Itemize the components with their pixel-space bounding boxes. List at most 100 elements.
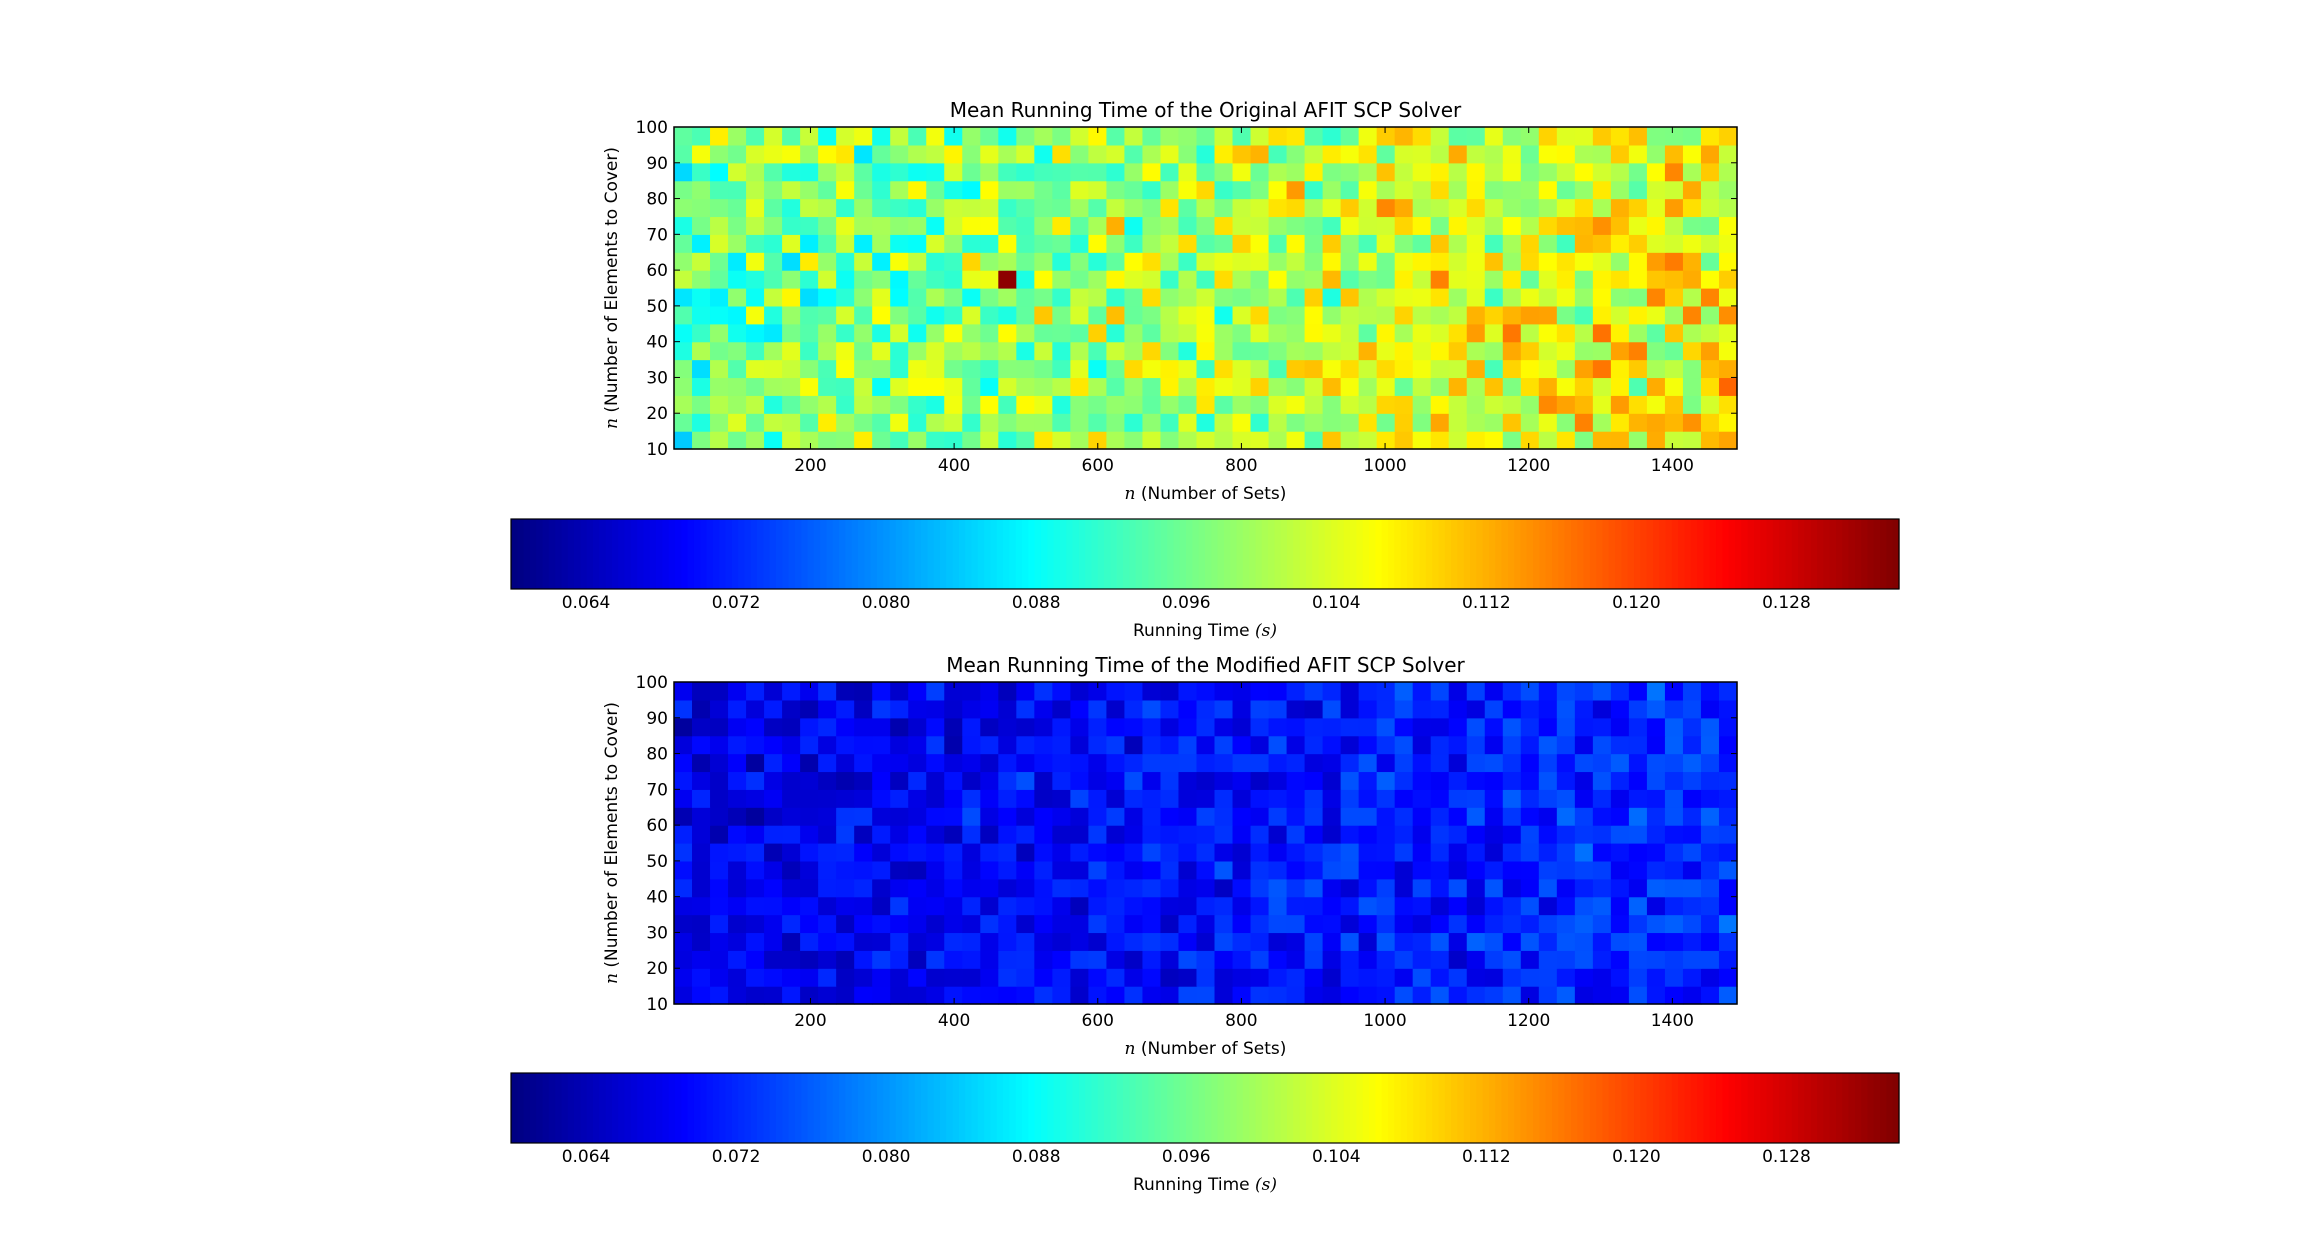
heatmap-cell — [1250, 843, 1270, 862]
heatmap-cell — [1178, 789, 1198, 808]
heatmap-cell — [1502, 234, 1522, 253]
heatmap-cell — [1178, 413, 1198, 432]
heatmap-cell — [728, 682, 747, 701]
colorbar-segment — [511, 519, 518, 589]
heatmap-cell — [1556, 323, 1576, 343]
heatmap-cell — [1412, 198, 1432, 218]
heatmap-cell — [1520, 968, 1540, 987]
heatmap-cell — [782, 986, 801, 1005]
heatmap-cell — [1700, 682, 1720, 701]
colorbar-segment — [996, 519, 1004, 589]
heatmap-cell — [1142, 717, 1162, 737]
heatmap-cell — [1574, 968, 1594, 987]
heatmap-cell — [1322, 395, 1342, 414]
colorbar-segment — [946, 519, 954, 589]
heatmap-cell — [890, 860, 909, 880]
heatmap-cell — [944, 198, 963, 218]
heatmap-cell — [1394, 950, 1414, 969]
heatmap-cell — [818, 843, 837, 862]
heatmap-cell — [782, 753, 801, 773]
colorbar-segment — [1741, 1073, 1749, 1143]
heatmap-cell — [944, 413, 963, 432]
heatmap-cell — [782, 305, 801, 325]
heatmap-cell — [1502, 288, 1522, 307]
heatmap-cell — [890, 270, 909, 289]
heatmap-cell — [1502, 878, 1522, 898]
heatmap-cell — [818, 717, 837, 737]
heatmap-cell — [1286, 288, 1306, 307]
heatmap-cell — [872, 878, 891, 898]
heatmap-cell — [926, 431, 945, 450]
heatmap-cell — [1286, 860, 1306, 880]
heatmap-cell — [998, 252, 1017, 271]
heatmap-cell — [1322, 127, 1342, 146]
heatmap-cell — [1646, 144, 1666, 164]
colorbar-segment — [1287, 1073, 1294, 1143]
colorbar-segment — [757, 519, 764, 589]
heatmap-cell — [1160, 216, 1180, 235]
colorbar-segment — [599, 519, 607, 589]
heatmap-cell — [1538, 234, 1558, 253]
heatmap-cell — [782, 252, 801, 271]
heatmap-cell — [1574, 431, 1594, 450]
heatmap-cell — [1376, 986, 1396, 1005]
heatmap-cell — [692, 180, 711, 200]
heatmap-cell — [1178, 180, 1198, 200]
colorbar-segment — [1880, 519, 1887, 589]
heatmap-cell — [1106, 843, 1126, 862]
heatmap-cell — [1196, 198, 1216, 218]
heatmap-cell — [1214, 789, 1234, 808]
colorbar-segment — [1469, 519, 1477, 589]
colorbar-segment — [1709, 1073, 1717, 1143]
heatmap-cell — [1034, 395, 1053, 414]
heatmap-cell — [674, 270, 693, 289]
x-tick-label: 800 — [1225, 456, 1257, 476]
heatmap-cell — [1466, 860, 1486, 880]
heatmap-cell — [1034, 753, 1053, 773]
heatmap-cell — [1556, 968, 1576, 987]
colorbar-segment — [1331, 519, 1339, 589]
heatmap-cell — [872, 986, 891, 1005]
heatmap-cell — [962, 395, 981, 414]
heatmap-cell — [1448, 968, 1468, 987]
heatmap-cell — [1664, 950, 1684, 969]
heatmap-cell — [782, 216, 801, 235]
heatmap-cell — [1556, 431, 1576, 450]
heatmap-cell — [1124, 932, 1144, 951]
heatmap-cell — [1232, 878, 1252, 898]
heatmap-cell — [1592, 144, 1612, 164]
heatmap-cell — [1358, 682, 1378, 701]
colorbar-segment — [1747, 519, 1755, 589]
heatmap-cell — [1178, 234, 1198, 253]
heatmap-cell — [1448, 144, 1468, 164]
heatmap-cell — [1376, 914, 1396, 934]
heatmap-cell — [782, 735, 801, 755]
heatmap-cell — [926, 162, 945, 182]
heatmap-panel-2: Mean Running Time of the Modified AFIT S… — [510, 653, 1900, 1195]
heatmap-cell — [1358, 341, 1378, 361]
heatmap-cell — [692, 323, 711, 343]
heatmap-cell — [1376, 395, 1396, 414]
heatmap-cell — [1466, 735, 1486, 755]
heatmap-cell — [1268, 341, 1288, 361]
heatmap-cell — [1016, 950, 1035, 969]
heatmap-cell — [818, 431, 837, 450]
colorbar-segment — [542, 1073, 550, 1143]
heatmap-cell — [1358, 144, 1378, 164]
heatmap-cell — [764, 789, 783, 808]
heatmap-cell — [1502, 270, 1522, 289]
heatmap-cell — [1376, 377, 1396, 396]
heatmap-cell — [782, 198, 801, 218]
heatmap-cell — [746, 341, 765, 361]
heatmap-cell — [692, 359, 711, 379]
heatmap-cell — [1358, 825, 1378, 844]
colorbar-segment — [1242, 519, 1250, 589]
heatmap-cell — [818, 896, 837, 916]
heatmap-cell — [836, 825, 855, 844]
heatmap-cell — [1520, 735, 1540, 755]
colorbar-segment — [769, 1073, 777, 1143]
heatmap-cell — [908, 682, 927, 701]
heatmap-cell — [1484, 789, 1504, 808]
colorbar-segment — [1829, 1073, 1837, 1143]
heatmap-cell — [674, 699, 693, 719]
